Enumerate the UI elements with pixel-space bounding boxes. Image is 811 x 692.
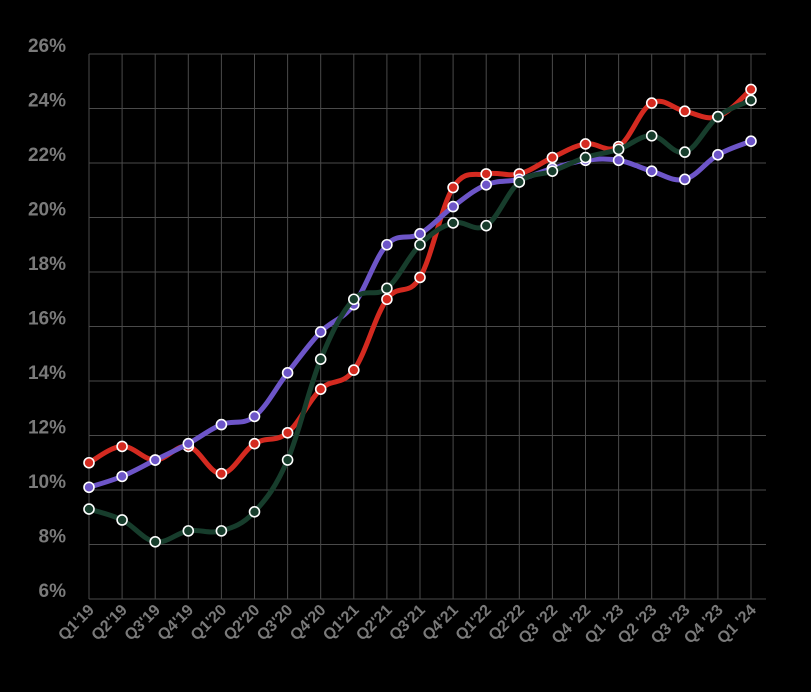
series (83, 83, 757, 548)
data-point (314, 353, 327, 366)
data-point (83, 503, 95, 515)
y-tick-label: 24% (28, 91, 66, 112)
data-point (480, 168, 493, 180)
data-point (678, 105, 691, 118)
data-point (447, 217, 459, 229)
data-point (414, 271, 426, 284)
data-point (281, 426, 294, 439)
grid (88, 53, 766, 600)
y-tick-label: 22% (28, 145, 66, 166)
y-tick-label: 12% (28, 418, 66, 439)
x-tick-label: Q3'19 (122, 602, 164, 644)
data-point (579, 138, 592, 150)
x-tick-label: Q4'21 (420, 602, 462, 644)
data-point (513, 176, 526, 188)
data-point (381, 238, 393, 251)
series-3 (83, 94, 757, 548)
data-point (182, 437, 195, 450)
x-tick-label: Q3'21 (386, 602, 428, 644)
data-point (248, 505, 261, 518)
data-point (414, 228, 426, 240)
data-point (447, 181, 459, 194)
data-point (612, 143, 625, 156)
data-point (182, 525, 195, 537)
data-point (712, 149, 724, 161)
data-point (83, 456, 95, 469)
data-point (480, 219, 493, 232)
data-point (149, 454, 161, 466)
x-tick-label: Q1'20 (188, 602, 230, 644)
x-tick-label: Q4'20 (287, 602, 329, 644)
y-tick-label: 26% (28, 36, 66, 57)
data-point (745, 94, 757, 107)
data-point (645, 97, 658, 109)
data-point (281, 367, 294, 379)
data-point (347, 364, 360, 376)
data-point (83, 481, 95, 494)
series-1 (83, 83, 757, 480)
x-tick-label: Q4'19 (155, 602, 197, 644)
data-point (480, 179, 493, 191)
x-tick-label: Q1'19 (55, 602, 97, 644)
x-tick-label: Q2'20 (221, 602, 263, 644)
x-tick-label: Q2'21 (353, 602, 395, 644)
data-point (381, 293, 393, 306)
y-tick-label: 18% (28, 254, 66, 275)
data-point (645, 129, 658, 142)
data-point (612, 154, 625, 167)
y-tick-label: 10% (28, 472, 66, 493)
y-tick-label: 16% (28, 309, 66, 330)
data-point (447, 200, 459, 213)
x-axis-ticks: Q1'19Q2'19Q3'19Q4'19Q1'20Q2'20Q3'20Q4'20… (55, 602, 759, 648)
data-point (314, 383, 327, 395)
series-line (86, 97, 754, 545)
series-2 (83, 135, 757, 494)
data-point (745, 83, 757, 96)
data-point (347, 293, 360, 306)
y-tick-label: 8% (39, 527, 67, 548)
y-axis-ticks: 6% 8% 10% 12% 14% 16% 18% 20% 22% 24% 26% (28, 36, 66, 602)
data-point (678, 173, 691, 186)
data-point (149, 535, 161, 548)
data-point (116, 470, 128, 483)
x-tick-label: Q3'20 (254, 602, 296, 644)
x-tick-label: Q1'21 (320, 602, 362, 644)
data-point (579, 151, 592, 164)
y-tick-label: 14% (28, 363, 66, 384)
data-point (546, 151, 559, 164)
data-point (248, 410, 261, 423)
data-point (116, 514, 128, 526)
data-point (215, 467, 228, 480)
data-point (745, 135, 757, 147)
data-point (712, 110, 724, 123)
data-point (678, 146, 691, 158)
y-tick-label: 6% (39, 581, 67, 602)
data-point (645, 165, 658, 177)
data-point (314, 326, 327, 338)
x-tick-label: Q2'19 (89, 602, 131, 644)
data-point (116, 440, 128, 453)
data-point (546, 165, 559, 177)
x-tick-label: Q1'22 (453, 602, 495, 644)
data-point (248, 437, 261, 450)
data-point (215, 418, 228, 431)
data-point (281, 454, 294, 466)
y-tick-label: 20% (28, 200, 66, 221)
data-point (215, 525, 228, 537)
data-point (414, 238, 426, 251)
data-point (381, 282, 393, 295)
